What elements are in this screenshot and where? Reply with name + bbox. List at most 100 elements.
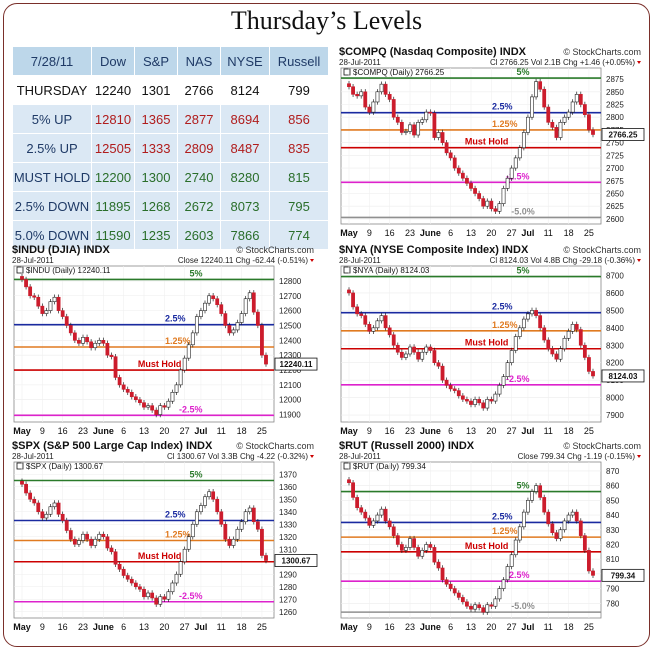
change-arrow-icon — [310, 259, 314, 262]
candle — [509, 552, 514, 570]
y-tick-label: 2800 — [606, 113, 624, 122]
table-cell: 815 — [269, 162, 329, 192]
candle — [260, 526, 264, 559]
candle-body — [428, 346, 433, 351]
table-cell: 12505 — [91, 133, 135, 163]
candle-body — [363, 91, 368, 108]
legend-swatch-icon — [16, 266, 24, 274]
candle-body — [497, 203, 502, 212]
level-label: Must Hold — [465, 137, 509, 147]
candle — [420, 349, 425, 362]
y-tick-label: 1260 — [279, 608, 297, 617]
candle — [371, 99, 376, 115]
y-tick-label: 1350 — [279, 495, 297, 504]
candle-body — [530, 491, 534, 501]
candle-body — [538, 485, 543, 498]
candle-body — [351, 292, 355, 308]
candle-body — [138, 586, 142, 590]
candle-body — [56, 502, 61, 515]
candle — [432, 110, 437, 141]
candle-body — [105, 342, 110, 356]
candle — [460, 170, 465, 181]
candle — [162, 402, 167, 410]
candle — [174, 382, 179, 395]
level-label: -5.0% — [511, 601, 535, 611]
candle-body — [223, 313, 228, 326]
candle — [432, 544, 437, 565]
table-cell: 8487 — [220, 133, 270, 163]
candle-body — [174, 384, 179, 393]
candle-body — [550, 348, 555, 355]
y-tick-label: 12600 — [279, 307, 302, 316]
candle — [465, 175, 469, 187]
table-cell: 2877 — [177, 104, 221, 134]
level-label: -2.5% — [179, 404, 203, 414]
candle-body — [399, 544, 404, 551]
candle-body — [408, 346, 412, 355]
candle — [121, 382, 126, 393]
candle — [239, 519, 244, 532]
candle — [264, 352, 268, 367]
table-row-label: MUST HOLD — [12, 162, 92, 192]
candle-body — [432, 350, 437, 363]
candle-body — [154, 597, 159, 605]
candle — [404, 351, 408, 361]
candle — [375, 89, 380, 105]
y-tick-label: 8700 — [606, 271, 624, 280]
candle — [424, 109, 429, 123]
candle-body — [408, 538, 412, 548]
candle-body — [371, 101, 376, 113]
candle — [452, 386, 457, 394]
chart-legend: $COMPQ (Daily) 2766.25 — [353, 68, 445, 77]
table-row-label: 5% UP — [12, 104, 92, 134]
candle — [347, 477, 351, 486]
candle-body — [489, 399, 494, 402]
candle — [93, 536, 98, 549]
candle — [501, 185, 506, 207]
candle — [440, 363, 445, 383]
candle — [465, 396, 469, 404]
candle-body — [460, 597, 465, 603]
candle — [20, 273, 24, 283]
y-tick-label: 2725 — [606, 151, 624, 160]
candle-body — [566, 331, 571, 339]
table-row-label: THURSDAY — [12, 75, 92, 105]
candle — [558, 346, 563, 362]
candle-body — [371, 520, 376, 526]
candle — [574, 91, 579, 105]
candle-body — [489, 604, 494, 607]
candle-body — [146, 405, 150, 408]
x-tick-label: 20 — [159, 622, 169, 632]
table-row-current: THURSDAY 12240 1301 2766 8124 799 — [12, 75, 329, 105]
candle — [379, 506, 384, 518]
candle — [68, 322, 73, 336]
y-tick-label: 2675 — [606, 177, 624, 186]
x-tick-label: 25 — [584, 622, 594, 632]
candle-body — [367, 324, 372, 332]
candle — [591, 568, 595, 579]
candle — [113, 353, 118, 381]
table-row-must-hold: MUST HOLD 12200 1300 2740 8280 815 — [12, 162, 329, 192]
candle-body — [211, 491, 216, 500]
x-tick-label: 23 — [78, 622, 88, 632]
candle-body — [387, 520, 392, 528]
candle — [587, 111, 591, 133]
candle-body — [452, 157, 457, 169]
y-tick-label: 2625 — [606, 202, 624, 211]
compq-svg: $COMPQ (Nasdaq Composite) INDX © StockCha… — [339, 46, 645, 238]
candle-body — [497, 385, 502, 395]
last-price-box — [274, 357, 318, 371]
change-arrow-icon — [310, 455, 314, 458]
y-tick-label: 12500 — [279, 321, 302, 330]
candle-body — [255, 311, 260, 326]
candle-body — [235, 322, 240, 331]
chart-credit: © StockCharts.com — [563, 441, 641, 451]
candle-body — [243, 511, 248, 523]
candle-body — [404, 131, 408, 133]
candle-body — [89, 341, 94, 349]
table-row-2-5-down: 2.5% DOWN 11895 1268 2672 8073 795 — [12, 191, 329, 221]
table-header-nas: NAS — [177, 46, 221, 76]
candle — [347, 81, 351, 90]
candle — [513, 537, 518, 558]
candle — [395, 114, 400, 126]
